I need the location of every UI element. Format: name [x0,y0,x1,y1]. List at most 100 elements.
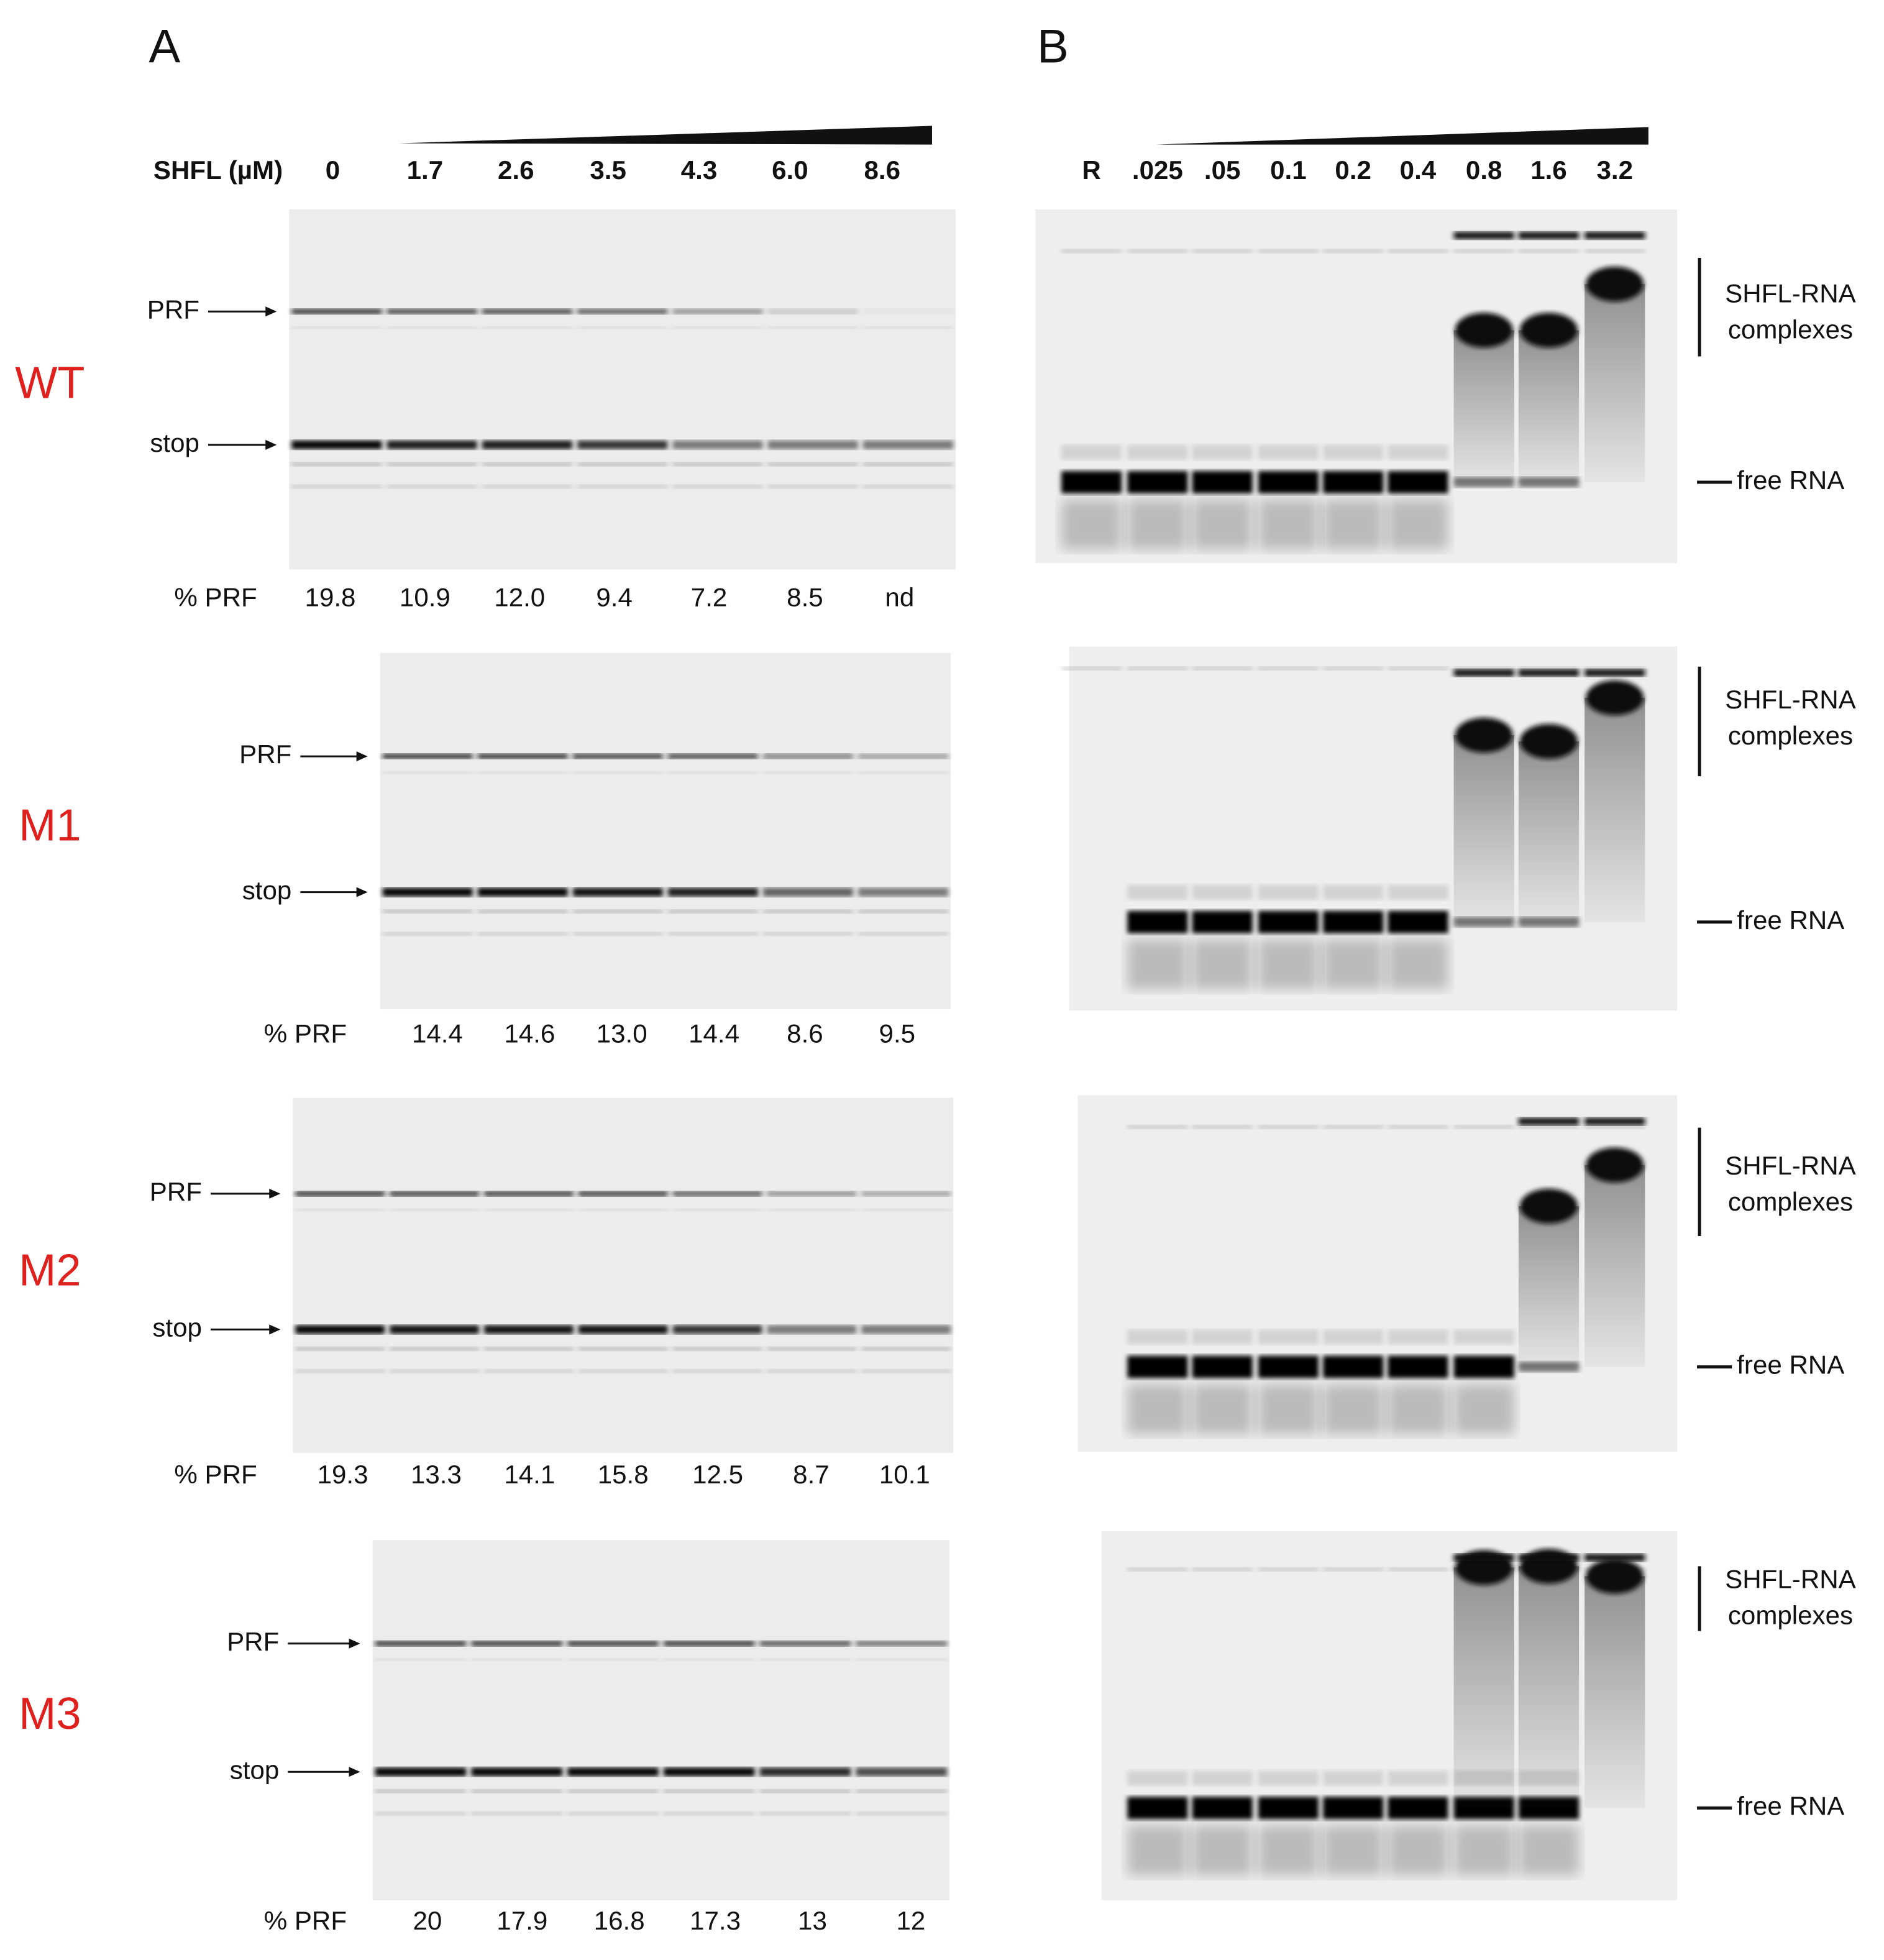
band [382,909,473,914]
band [857,932,949,936]
band [1388,1355,1448,1378]
band [1192,1384,1253,1434]
band [861,1208,951,1211]
band [482,462,573,466]
band [483,1191,574,1196]
concentration: 8.6 [864,155,900,185]
band [1192,500,1253,550]
band-label: stop [152,1313,202,1342]
arrow-head [269,1324,281,1335]
band [1127,1384,1188,1434]
well-band [1518,1554,1580,1562]
band [1258,1797,1319,1820]
band-label: stop [242,876,292,905]
smear [1518,330,1580,482]
band [483,1347,574,1351]
band [483,1325,574,1334]
band [672,1325,762,1334]
concentration: 4.3 [681,155,718,185]
band [1258,1125,1319,1129]
band [759,1767,851,1777]
concentration-wedge [398,126,932,145]
band [1192,1797,1253,1820]
well-band [1584,1554,1645,1562]
concentration-wedge [1156,127,1649,145]
row-name: M1 [19,800,81,850]
band [386,326,477,329]
arrow-head [349,1767,360,1777]
band [382,754,473,759]
smear [1518,1206,1580,1367]
well-band [1453,669,1514,677]
band [1518,1125,1580,1129]
band [386,440,477,449]
band [663,1767,755,1777]
prf-value: 8.7 [793,1460,830,1489]
well-band [1584,231,1645,239]
prf-value: 12 [896,1906,925,1935]
band [1323,1355,1384,1378]
complex-label: SHFL-RNA [1725,278,1856,308]
prf-value: 15.8 [598,1460,649,1489]
band [667,754,758,759]
band [567,1658,659,1661]
band [862,326,954,329]
band [861,1369,951,1373]
band [1192,910,1253,933]
panel-label: B [1037,20,1069,73]
band [295,1325,385,1334]
arrow-head [265,306,277,317]
band [1323,444,1384,460]
prf-value: 13 [798,1906,827,1935]
band [578,1369,668,1373]
band [1258,444,1319,460]
band [856,1641,948,1646]
band [1127,470,1188,494]
well-band [1584,1117,1645,1125]
band [1127,884,1188,900]
band [291,326,382,329]
band [390,1325,479,1334]
concentration-label: SHFL (µM) [153,155,283,185]
prf-value: 16.8 [594,1906,645,1935]
band [1258,249,1319,254]
prf-value: 14.4 [412,1019,463,1048]
band [672,1369,762,1373]
band [1453,1329,1514,1345]
band [471,1789,563,1793]
gel [380,653,951,1010]
band-label: stop [150,428,199,457]
complex-band [1586,1559,1644,1594]
band [1192,1825,1253,1875]
band [1323,470,1384,494]
prf-value: 17.9 [496,1906,547,1935]
band [663,1658,755,1661]
arrow-head [356,751,368,762]
band [667,771,758,774]
band [672,1191,762,1196]
band [567,1767,659,1777]
band [762,887,853,897]
band [578,1325,668,1334]
band [762,909,853,914]
band [483,1208,574,1211]
band [1584,1125,1645,1129]
band [577,440,668,449]
band [1388,1125,1448,1129]
band [672,1347,762,1351]
arrow-head [349,1638,360,1649]
band [667,909,758,914]
band [856,1811,948,1816]
band [862,462,954,466]
band [1258,884,1319,900]
lane-label: 3.2 [1596,155,1633,185]
band [1061,666,1122,671]
band [1127,939,1188,990]
complex-band [1586,680,1644,715]
panel-label: A [149,20,180,73]
band [767,484,858,488]
band [375,1811,467,1816]
band [762,754,853,759]
complex-band [1586,1147,1644,1183]
